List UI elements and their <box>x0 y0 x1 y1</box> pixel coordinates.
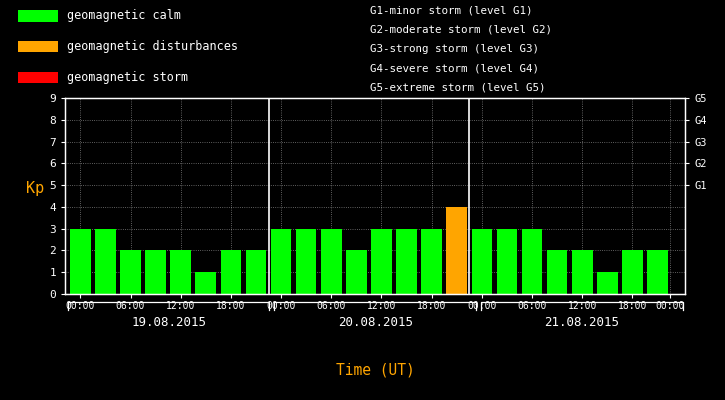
Bar <box>246 250 266 294</box>
Bar <box>622 250 642 294</box>
Bar <box>70 229 91 294</box>
Bar <box>522 229 542 294</box>
Bar <box>447 207 467 294</box>
Bar <box>18 41 58 52</box>
Bar <box>547 250 568 294</box>
Text: geomagnetic storm: geomagnetic storm <box>67 71 188 84</box>
Bar <box>397 229 417 294</box>
Bar <box>18 10 58 22</box>
Bar <box>220 250 241 294</box>
Bar <box>270 229 291 294</box>
Bar <box>471 229 492 294</box>
Text: geomagnetic calm: geomagnetic calm <box>67 9 181 22</box>
Bar <box>196 272 216 294</box>
Bar <box>95 229 116 294</box>
Bar <box>145 250 166 294</box>
Text: 19.08.2015: 19.08.2015 <box>131 316 206 329</box>
Bar <box>346 250 367 294</box>
Y-axis label: Kp: Kp <box>26 181 45 196</box>
Text: 20.08.2015: 20.08.2015 <box>338 316 413 329</box>
Text: G4-severe storm (level G4): G4-severe storm (level G4) <box>370 64 539 74</box>
Text: Time (UT): Time (UT) <box>336 362 415 378</box>
Text: G1-minor storm (level G1): G1-minor storm (level G1) <box>370 6 532 16</box>
Bar <box>497 229 517 294</box>
Bar <box>597 272 618 294</box>
Text: G3-strong storm (level G3): G3-strong storm (level G3) <box>370 44 539 54</box>
Bar <box>421 229 442 294</box>
Bar <box>647 250 668 294</box>
Bar <box>371 229 392 294</box>
Bar <box>296 229 316 294</box>
Bar <box>18 72 58 83</box>
Text: geomagnetic disturbances: geomagnetic disturbances <box>67 40 239 53</box>
Text: G5-extreme storm (level G5): G5-extreme storm (level G5) <box>370 83 545 93</box>
Text: 21.08.2015: 21.08.2015 <box>544 316 619 329</box>
Bar <box>170 250 191 294</box>
Bar <box>120 250 141 294</box>
Text: G2-moderate storm (level G2): G2-moderate storm (level G2) <box>370 25 552 35</box>
Bar <box>572 250 592 294</box>
Bar <box>321 229 341 294</box>
